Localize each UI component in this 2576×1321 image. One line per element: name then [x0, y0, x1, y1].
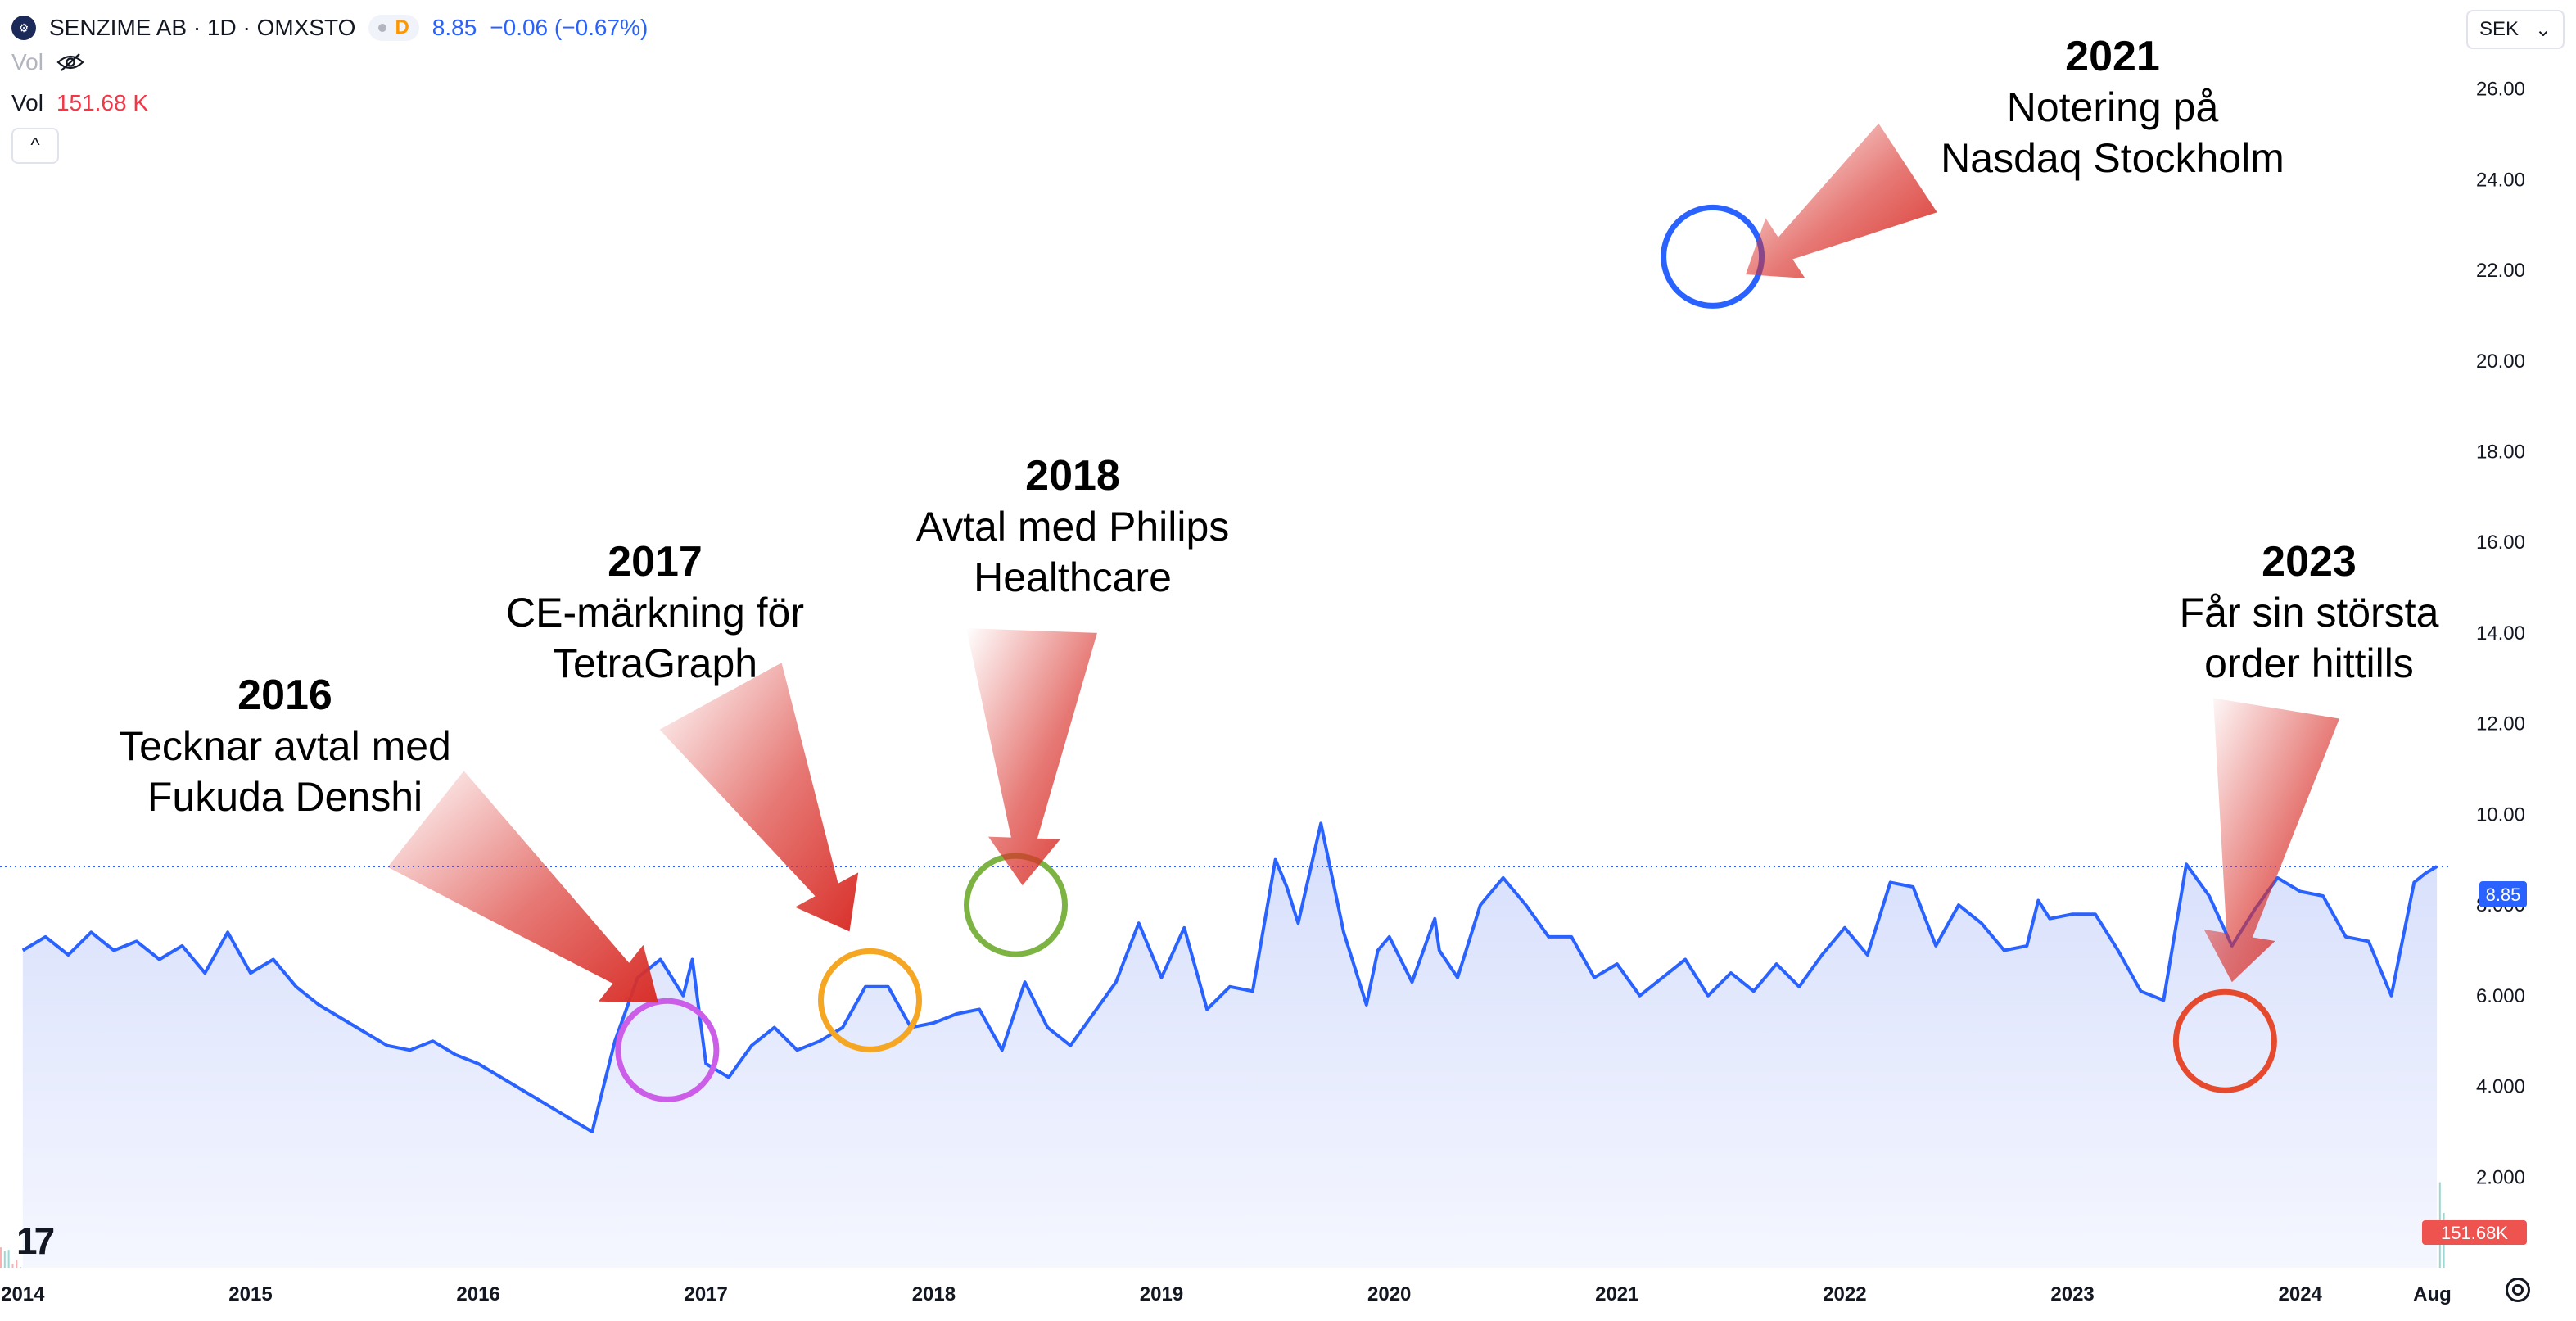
tradingview-logo-icon[interactable]: 17	[16, 1219, 52, 1263]
chevron-down-icon: ⌄	[2535, 18, 2551, 42]
x-tick-label: 2023	[2050, 1283, 2094, 1305]
vol-label: Vol	[11, 49, 43, 75]
currency-value: SEK	[2479, 18, 2519, 41]
volume-bar	[20, 1267, 21, 1268]
price-change: −0.06 (−0.67%)	[490, 15, 648, 41]
y-tick-label: 16.00	[2476, 532, 2525, 554]
volume-bar	[12, 1264, 14, 1269]
volume-bar	[8, 1250, 10, 1268]
x-tick-label: 2016	[456, 1283, 499, 1305]
x-tick-label: Aug	[2413, 1283, 2452, 1305]
last-price: 8.85	[432, 15, 477, 41]
collapse-legend-button[interactable]: ^	[11, 128, 59, 164]
y-tick-label: 14.00	[2476, 622, 2525, 645]
x-tick-label: 2019	[1140, 1283, 1183, 1305]
annotation-line-1: Notering på	[2007, 84, 2219, 130]
y-tick-label: 10.00	[2476, 803, 2525, 826]
y-axis[interactable]: 2.0004.0006.0008.00010.0012.0014.0016.00…	[2476, 79, 2525, 1189]
volume-bar	[4, 1251, 6, 1268]
settings-gear-icon[interactable]	[2506, 1278, 2530, 1302]
y-tick-label: 20.00	[2476, 351, 2525, 373]
annotation-line-2: Fukuda Denshi	[147, 774, 423, 820]
x-tick-label: 2024	[2279, 1283, 2323, 1305]
annotation-line-1: CE-märkning för	[506, 590, 804, 636]
symbol-title[interactable]: SENZIME AB · 1D · OMXSTO	[49, 15, 355, 41]
annotation-arrow	[660, 663, 859, 931]
x-tick-label: 2014	[1, 1283, 45, 1305]
y-tick-label: 18.00	[2476, 441, 2525, 464]
eye-crossed-icon[interactable]	[56, 52, 84, 72]
annotation-line-1: Avtal med Philips	[916, 504, 1230, 550]
annotation-year: 2018	[1025, 452, 1120, 500]
annotation-line-2: order hittills	[2204, 640, 2414, 686]
annotation-year: 2016	[237, 672, 332, 719]
y-tick-label: 2.000	[2476, 1166, 2525, 1188]
last-volume-badge-label: 151.68K	[2441, 1223, 2508, 1243]
annotation-year: 2023	[2262, 538, 2357, 586]
y-tick-label: 26.00	[2476, 79, 2525, 101]
annotation-line-1: Tecknar avtal med	[119, 723, 451, 769]
x-axis[interactable]: 2014 2015 2016 2017 2018 2019 2020 2021 2022 2023…	[1, 1283, 2452, 1305]
x-tick-label: 2015	[228, 1283, 272, 1305]
x-tick-label: 2017	[685, 1283, 728, 1305]
annotation-line-2: Nasdaq Stockholm	[1941, 135, 2285, 181]
y-tick-label: 4.000	[2476, 1076, 2525, 1098]
x-tick-label: 2022	[1823, 1283, 1866, 1305]
vol-label-2: Vol	[11, 90, 43, 116]
y-tick-label: 6.000	[2476, 985, 2525, 1007]
y-tick-label: 12.00	[2476, 713, 2525, 735]
annotation-arrow	[966, 628, 1097, 885]
annotation-arrow	[1746, 124, 1937, 278]
interval-badge-label: D	[395, 16, 409, 39]
annotation-line-2: TetraGraph	[553, 640, 757, 686]
highlight-circle	[1664, 207, 1762, 305]
x-tick-label: 2021	[1595, 1283, 1638, 1305]
annotation-line-2: Healthcare	[974, 554, 1172, 600]
y-tick-label: 22.00	[2476, 260, 2525, 282]
volume-bar	[0, 1247, 2, 1268]
annotation-year: 2021	[2065, 33, 2160, 80]
vol-value: 151.68 K	[56, 90, 148, 116]
interval-badge[interactable]: D	[368, 15, 418, 41]
volume-indicator[interactable]: Vol 151.68 K	[11, 90, 148, 116]
chevron-up-icon: ^	[30, 134, 39, 157]
annotation-year: 2017	[608, 538, 703, 586]
currency-select[interactable]: SEK ⌄	[2466, 10, 2565, 49]
annotation-arrow	[388, 771, 658, 1002]
last-price-badge-label: 8.85	[2486, 884, 2521, 905]
status-dot-icon	[378, 24, 386, 32]
annotation-line-1: Får sin största	[2180, 590, 2439, 636]
symbol-header: ⚙ SENZIME AB · 1D · OMXSTO D 8.85 −0.06 …	[11, 11, 648, 44]
volume-indicator-hidden[interactable]: Vol	[11, 49, 84, 75]
x-tick-label: 2020	[1367, 1283, 1411, 1305]
y-tick-label: 24.00	[2476, 169, 2525, 191]
x-tick-label: 2018	[912, 1283, 956, 1305]
exchange-logo-icon: ⚙	[11, 16, 36, 40]
